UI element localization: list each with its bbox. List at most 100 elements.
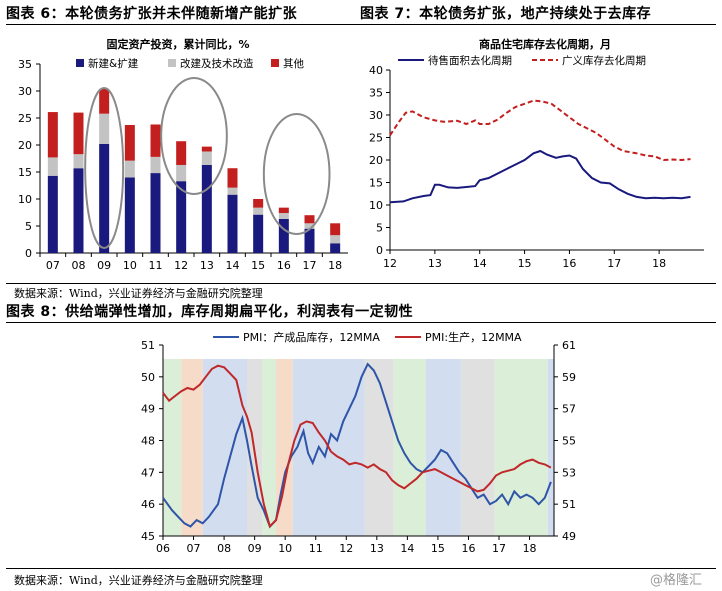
cycle-band-12	[547, 359, 554, 536]
bar-series-1-12	[176, 164, 187, 182]
legend-swatch-series-0	[76, 59, 84, 67]
x-tick-label: 17	[303, 259, 317, 272]
bar-series-2-12	[176, 141, 187, 165]
bar-series-2-18	[330, 223, 341, 236]
x-tick-label: 15	[251, 259, 265, 272]
cycle-band-2	[202, 359, 248, 536]
figure-6-axes: 0 5 10 15 20 25 30 35 07 08 09 10 11 12 13 14 15 16 17 18	[18, 58, 348, 272]
x-tick-label: 14	[473, 257, 487, 270]
line-series-0	[162, 362, 552, 529]
x-tick-label: 13	[370, 542, 384, 555]
bar-series-1-14	[227, 187, 238, 195]
figure-8-axes: 45 46 47 48 49 50 51 49 51 53 55 57 59 61 06 07 08 09 10 11…	[141, 339, 576, 555]
figure-8-title: 图表 8：供给端弹性增加，库存周期扁平化，利润表有一定韧性	[6, 304, 414, 320]
y-tick-label: 20	[18, 139, 32, 152]
x-tick-label: 18	[328, 259, 342, 272]
line-series-1	[162, 364, 552, 529]
right-tick-label: 49	[562, 530, 576, 543]
x-tick-label: 16	[461, 542, 475, 555]
y-tick-label: 35	[369, 87, 383, 100]
figure-7-chart: 商品住宅库存去化周期，月 待售面积去化周期 广义库存去化周期 0 5 10 15 20 25…	[369, 37, 704, 270]
bar-series-1-07	[47, 157, 58, 176]
line-series-1	[389, 99, 691, 162]
figure-8-divider	[6, 322, 716, 323]
y-tick-label: 15	[18, 166, 32, 179]
bar-series-2-11	[150, 124, 161, 157]
y-tick-label: 15	[369, 177, 383, 190]
figure-7-axes: 0 5 10 15 20 25 30 35 40 12 13 14 15 16 17 18	[369, 64, 704, 270]
cycle-band-0	[163, 359, 182, 536]
legend-label-series-2: 其他	[283, 57, 304, 70]
bar-series-0-12	[176, 181, 187, 253]
x-tick-label: 08	[72, 259, 86, 272]
cycle-band-9	[425, 359, 461, 536]
y-tick-label: 10	[18, 193, 32, 206]
bar-series-1-11	[150, 156, 161, 174]
bar-series-0-16	[278, 218, 289, 253]
bar-series-1-13	[201, 151, 212, 165]
bar-series-2-16	[278, 207, 289, 214]
x-tick-label: 09	[97, 259, 111, 272]
figure-6-source: 数据来源：Wind，兴业证券经济与金融研究院整理	[14, 287, 263, 300]
figure-7-title: 图表 7：本轮债务扩张，地产持续处于去库存	[360, 6, 652, 22]
bottom-divider	[6, 568, 716, 569]
cycle-band-11	[494, 359, 548, 536]
left-tick-label: 51	[141, 339, 155, 352]
x-tick-label: 14	[400, 542, 414, 555]
y-tick-label: 30	[18, 85, 32, 98]
bar-series-1-16	[278, 213, 289, 219]
right-tick-label: 59	[562, 371, 576, 384]
bar-series-0-08	[73, 168, 84, 253]
bar-series-0-15	[253, 214, 264, 253]
legend-label-series-1: 广义库存去化周期	[562, 54, 646, 67]
bar-series-2-10	[124, 125, 135, 161]
cycle-band-7	[364, 359, 394, 536]
bar-series-0-07	[47, 175, 58, 253]
middle-divider	[6, 283, 716, 284]
bar-series-0-14	[227, 194, 238, 253]
bar-series-0-18	[330, 243, 341, 253]
x-tick-label: 13	[200, 259, 214, 272]
right-tick-label: 53	[562, 466, 576, 479]
figure-6-bars	[47, 88, 341, 253]
figure-8-chart: 45 46 47 48 49 50 51 49 51 53 55 57 59 61 06 07 08 09 10 11…	[141, 330, 576, 555]
figure-7-lines	[389, 99, 691, 204]
bar-series-2-08	[73, 112, 84, 155]
x-tick-label: 18	[652, 257, 666, 270]
bar-series-2-15	[253, 199, 264, 208]
legend-label-series-0: PMI：产成品库存，12MMA	[243, 330, 380, 344]
bar-series-2-14	[227, 168, 238, 188]
x-tick-label: 13	[428, 257, 442, 270]
left-tick-label: 47	[141, 466, 155, 479]
x-tick-label: 12	[174, 259, 188, 272]
legend-swatch-series-1	[168, 59, 176, 67]
x-tick-label: 11	[309, 542, 323, 555]
bar-series-2-07	[47, 112, 58, 158]
x-tick-label: 14	[226, 259, 240, 272]
left-tick-label: 45	[141, 530, 155, 543]
y-tick-label: 20	[369, 154, 383, 167]
x-tick-label: 11	[149, 259, 163, 272]
x-tick-label: 16	[277, 259, 291, 272]
bar-series-2-13	[201, 146, 212, 152]
figure-7-legend: 待售面积去化周期 广义库存去化周期	[398, 54, 646, 67]
right-tick-label: 51	[562, 498, 576, 511]
x-tick-label: 07	[46, 259, 60, 272]
figure-8-legend: PMI：产成品库存，12MMA PMI:生产，12MMA	[213, 330, 522, 344]
cycle-band-1	[181, 359, 203, 536]
right-tick-label: 55	[562, 435, 576, 448]
figure-8-cycle-bands	[163, 359, 554, 536]
x-tick-label: 17	[492, 542, 506, 555]
y-tick-label: 10	[369, 199, 383, 212]
figure-6-chart: 固定资产投资，累计同比，% 新建&扩建 改建及技术改造 其他 0 5 10 15 20 25 3…	[18, 37, 348, 272]
x-tick-label: 16	[562, 257, 576, 270]
figure-6-highlight-ovals	[84, 77, 331, 249]
bar-series-1-15	[253, 207, 264, 215]
figure-6-legend: 新建&扩建 改建及技术改造 其他	[76, 57, 304, 70]
x-tick-label: 09	[248, 542, 262, 555]
highlight-oval-0	[84, 87, 125, 249]
x-tick-label: 10	[278, 542, 292, 555]
line-series-0	[389, 149, 691, 204]
bar-series-0-10	[124, 177, 135, 253]
figure-6-title: 图表 6：本轮债务扩张并未伴随新增产能扩张	[6, 6, 298, 22]
